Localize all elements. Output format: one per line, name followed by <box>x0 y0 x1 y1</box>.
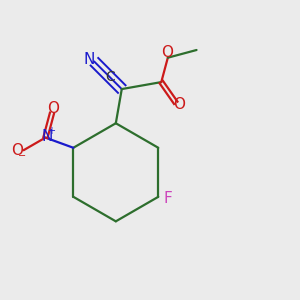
Text: N: N <box>41 129 52 144</box>
Text: O: O <box>161 45 173 60</box>
Text: C: C <box>106 70 116 84</box>
Text: O: O <box>12 143 24 158</box>
Text: O: O <box>173 97 185 112</box>
Text: +: + <box>47 126 56 136</box>
Text: N: N <box>83 52 95 67</box>
Text: O: O <box>47 101 59 116</box>
Text: −: − <box>18 151 26 161</box>
Text: F: F <box>164 191 172 206</box>
